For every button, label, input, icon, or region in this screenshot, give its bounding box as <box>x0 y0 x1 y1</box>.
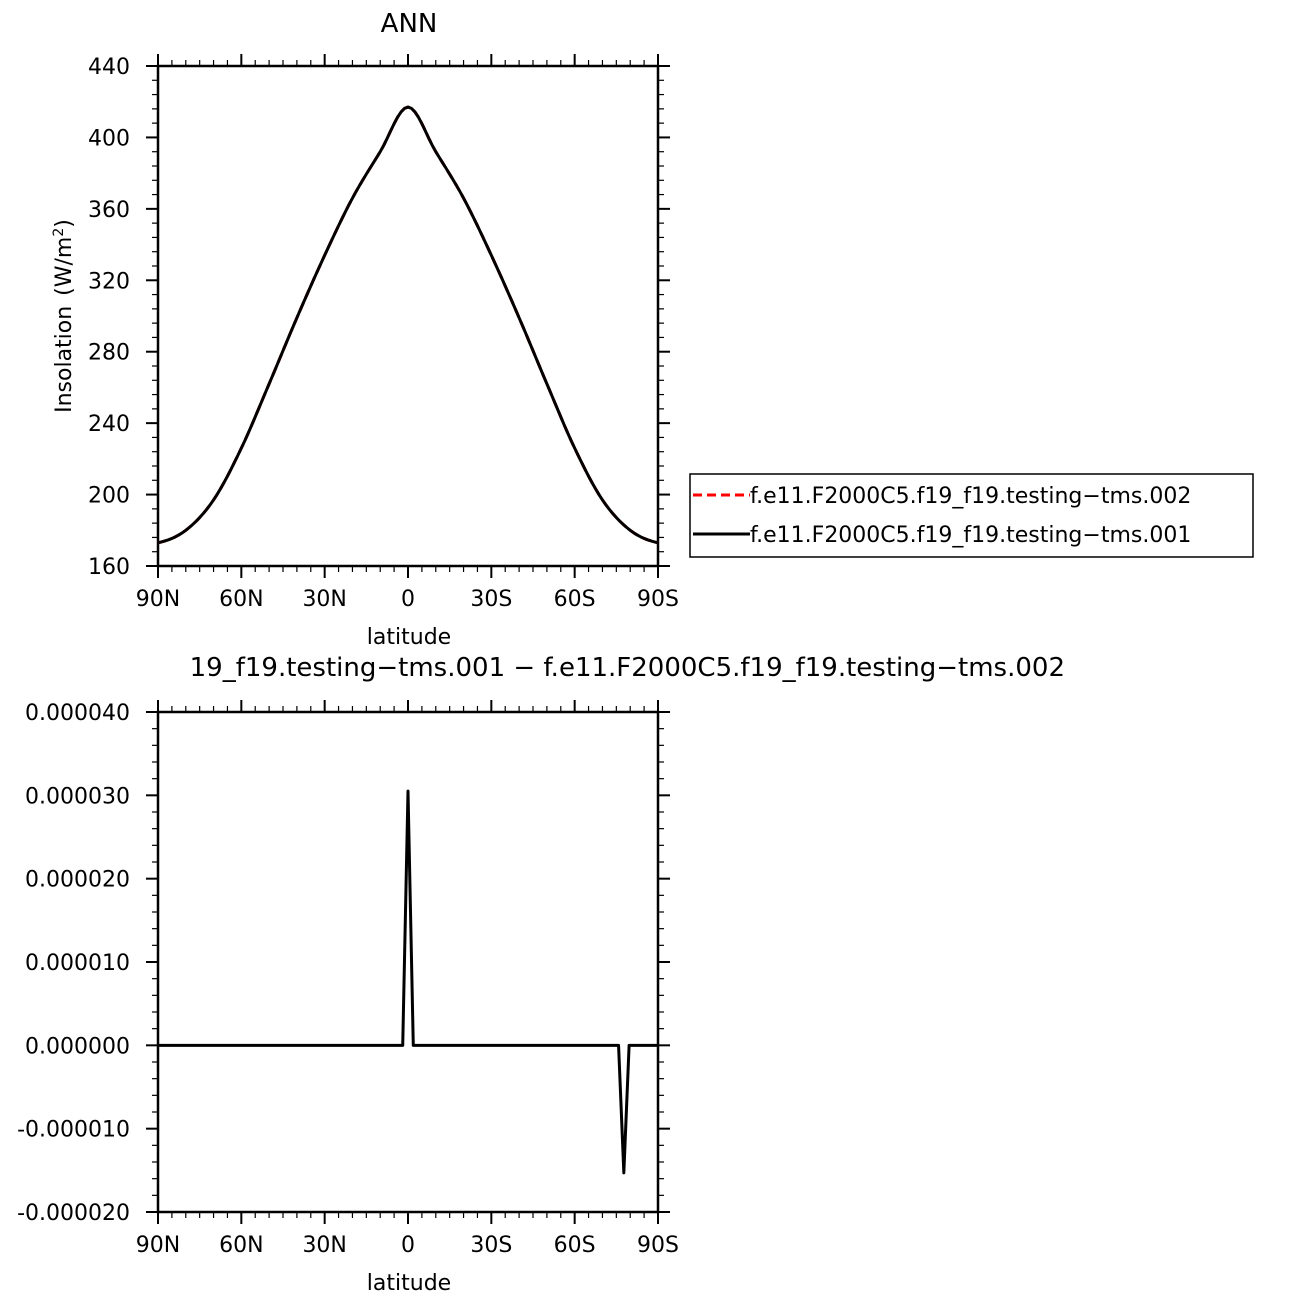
top-y-tick-label: 280 <box>88 341 130 366</box>
top-x-tick-label: 90S <box>637 587 679 612</box>
top-x-tick-label: 0 <box>401 587 415 612</box>
bottom-x-tick-label: 60N <box>219 1233 263 1258</box>
top-y-tick-label: 360 <box>88 198 130 223</box>
bottom-y-tick-label: 0.000030 <box>25 784 130 809</box>
bottom-x-tick-label: 30S <box>470 1233 512 1258</box>
top-chart-title: ANN <box>381 9 438 39</box>
bottom-chart-title: 19_f19.testing−tms.001 − f.e11.F2000C5.f… <box>190 653 1065 683</box>
bottom-x-tick-label: 60S <box>554 1233 596 1258</box>
bottom-x-axis-label: latitude <box>367 1271 451 1296</box>
top-x-tick-label: 30S <box>470 587 512 612</box>
bottom-x-tick-label: 30N <box>302 1233 346 1258</box>
top-y-axis-label-text: Insolation <box>52 306 77 413</box>
bottom-x-tick-label: 0 <box>401 1233 415 1258</box>
top-y-tick-label: 440 <box>88 55 130 80</box>
bottom-plot-frame <box>156 710 660 1214</box>
top-y-tick-label: 200 <box>88 484 130 509</box>
legend-label-series-2: f.e11.F2000C5.f19_f19.testing−tms.001 <box>750 523 1191 548</box>
top-y-axis-units: (W/m <box>52 237 77 296</box>
top-y-axis-label: Insolation (W/m2) <box>51 219 77 413</box>
legend-box <box>689 473 1254 558</box>
top-y-tick-label: 400 <box>88 126 130 151</box>
top-y-tick-label: 240 <box>88 412 130 437</box>
bottom-plot-area: 90N 60N 30N 0 30S 60S 90S -0.000020 -0.000010 0.0… <box>17 700 679 1258</box>
bottom-y-tick-label: 0.000010 <box>25 951 130 976</box>
bottom-x-tick-label: 90S <box>637 1233 679 1258</box>
bottom-series-1-line <box>158 789 658 1175</box>
bottom-y-tick-label: -0.000020 <box>17 1201 130 1226</box>
top-series-2-line <box>157 105 659 545</box>
bottom-x-tick-label: 90N <box>136 1233 180 1258</box>
top-y-tick-label: 320 <box>88 269 130 294</box>
top-y-axis-units-superscript: 2 <box>51 228 67 237</box>
bottom-y-tick-label: 0.000020 <box>25 868 130 893</box>
top-x-tick-label: 60S <box>554 587 596 612</box>
insolation-panel: ANN 90N 60N 30N 0 30S 60S 90S 160 200 240 280 320 36… <box>51 9 1254 650</box>
top-series-1-line <box>157 105 659 545</box>
top-x-tick-label: 90N <box>136 587 180 612</box>
top-y-axis-units-close: ) <box>52 219 77 228</box>
bottom-y-tick-label: -0.000010 <box>17 1118 130 1143</box>
legend-label-series-1: f.e11.F2000C5.f19_f19.testing−tms.002 <box>750 484 1191 509</box>
top-plot-frame <box>156 64 660 568</box>
top-y-tick-label: 160 <box>88 555 130 580</box>
bottom-y-tick-label: 0.000000 <box>25 1034 130 1059</box>
legend: f.e11.F2000C5.f19_f19.testing−tms.002 f.… <box>689 473 1254 558</box>
top-x-axis-label: latitude <box>367 625 451 650</box>
top-plot-area: 90N 60N 30N 0 30S 60S 90S 160 200 240 280 320 360 400… <box>88 54 679 612</box>
difference-panel: 19_f19.testing−tms.001 − f.e11.F2000C5.f… <box>17 653 1065 1296</box>
top-x-tick-label: 60N <box>219 587 263 612</box>
bottom-y-tick-label: 0.000040 <box>25 701 130 726</box>
top-x-tick-label: 30N <box>302 587 346 612</box>
